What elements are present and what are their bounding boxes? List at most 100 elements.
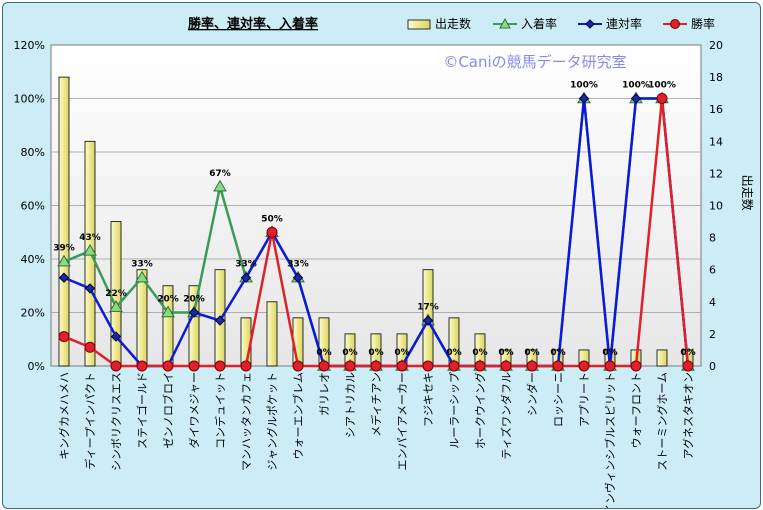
x-tick-label: ジャングルポケット [265, 372, 279, 470]
point-marker [57, 254, 71, 267]
x-tick-label: ディープインパクト [83, 372, 97, 470]
x-tick-label: フジキセキ [422, 372, 435, 427]
data-label: 0% [342, 348, 357, 358]
point-marker [188, 360, 200, 372]
data-label: 50% [261, 214, 283, 224]
point-marker [84, 283, 96, 294]
legend-label: 出走数 [435, 16, 471, 31]
x-tick-label: インヴィンシブルスピリット [603, 372, 617, 508]
y-right-tick-label: 12 [709, 167, 723, 180]
y-left-tick-label: 60% [21, 200, 45, 213]
data-label: 0% [394, 348, 409, 358]
x-tick-label: ホークウイング [473, 372, 487, 449]
x-tick-label: ティズワンダフル [499, 372, 513, 459]
point-marker [552, 360, 564, 372]
x-tick-label: ガリレオ [318, 372, 331, 416]
legend-marker [499, 17, 511, 29]
x-tick-label: アプリート [578, 372, 591, 427]
data-label: 67% [209, 169, 231, 179]
point-marker [292, 360, 304, 372]
point-marker [526, 360, 538, 372]
data-label: 0% [602, 348, 617, 358]
bar-11 [318, 317, 330, 367]
x-tick-label: シンダー [525, 372, 539, 416]
point-marker [83, 243, 97, 256]
y-left-tick-label: 80% [21, 146, 45, 159]
y-left-tick-label: 40% [21, 253, 45, 266]
x-tick-label: ダイワメジャー [187, 372, 201, 448]
x-tick-label: ロッシーニ [552, 372, 565, 427]
data-label: 22% [105, 289, 127, 299]
y-right-tick-label: 20 [709, 39, 723, 52]
x-tick-label: エンパイアメーカー [396, 372, 409, 470]
y-left-tick-label: 100% [14, 93, 45, 106]
y-right-tick-label: 14 [709, 135, 723, 148]
point-marker [213, 179, 227, 192]
point-marker [58, 272, 70, 283]
point-marker [370, 360, 382, 372]
point-marker [422, 360, 434, 372]
point-marker [136, 360, 148, 372]
point-marker [318, 360, 330, 372]
legend-swatch-bar [407, 19, 431, 30]
point-marker [266, 226, 278, 238]
watermark: ©Caniの競馬データ研究室 [443, 53, 626, 71]
x-tick-label: コンデュイット [213, 372, 227, 449]
data-label: 20% [183, 295, 205, 305]
point-marker [448, 360, 460, 372]
data-label: 100% [622, 81, 650, 91]
data-label: 20% [157, 295, 179, 305]
point-marker [162, 360, 174, 372]
point-marker [656, 93, 668, 104]
data-label: 0% [472, 348, 487, 358]
y-right-tick-label: 10 [709, 200, 723, 213]
data-label: 33% [131, 260, 153, 270]
x-tick-label: ルーラーシップ [448, 372, 461, 449]
x-tick-label: ウォーフロント [630, 372, 643, 448]
y-left-tick-label: 120% [14, 39, 45, 52]
x-tick-label: メディチアン [369, 372, 383, 437]
data-label: 0% [368, 348, 383, 358]
y-right-tick-label: 6 [709, 264, 716, 277]
y-right-tick-label: 18 [709, 71, 723, 84]
y-right-tick-label: 8 [709, 232, 716, 245]
point-marker [630, 93, 642, 104]
point-marker [84, 341, 96, 353]
x-tick-label: キングカメハメハ [57, 372, 71, 460]
data-label: 0% [446, 348, 461, 358]
chart-title: 勝率、連対率、入着率 [188, 16, 318, 32]
point-marker [214, 360, 226, 372]
data-label: 0% [550, 348, 565, 358]
x-tick-label: シンボリクリスエス [110, 372, 123, 471]
point-marker [110, 331, 122, 342]
point-marker [422, 315, 434, 326]
bar-24 [656, 349, 668, 367]
x-tick-label: アグネスタキオン [681, 372, 695, 459]
legend-marker [670, 19, 680, 29]
point-marker [161, 305, 175, 318]
point-marker [630, 360, 642, 372]
y-right-tick-label: 16 [709, 103, 723, 116]
legend-label: 勝率 [691, 16, 715, 31]
data-label: 0% [498, 348, 513, 358]
bar-1 [58, 76, 70, 367]
point-marker [58, 331, 70, 343]
data-label: 17% [417, 303, 439, 313]
y-right-tick-label: 4 [709, 296, 716, 309]
y-left-tick-label: 0% [28, 360, 45, 373]
point-marker [682, 360, 694, 372]
data-label: 39% [53, 244, 75, 254]
data-label: 33% [235, 260, 257, 270]
point-marker [578, 93, 590, 104]
y-right-tick-label: 2 [709, 328, 716, 341]
data-label: 0% [316, 348, 331, 358]
point-marker [604, 360, 616, 372]
data-label: 43% [79, 233, 101, 243]
chart: 0% 20% 40% 60% 80% 100% 120% 0 2 4 6 8 10 12 14 16 18 20 出… [14, 16, 755, 508]
bar-9 [266, 301, 278, 367]
point-marker [135, 270, 149, 283]
x-tick-label: ステイゴールド [135, 372, 149, 449]
point-marker [188, 307, 200, 318]
data-label: 100% [648, 81, 676, 91]
point-marker [240, 360, 252, 372]
